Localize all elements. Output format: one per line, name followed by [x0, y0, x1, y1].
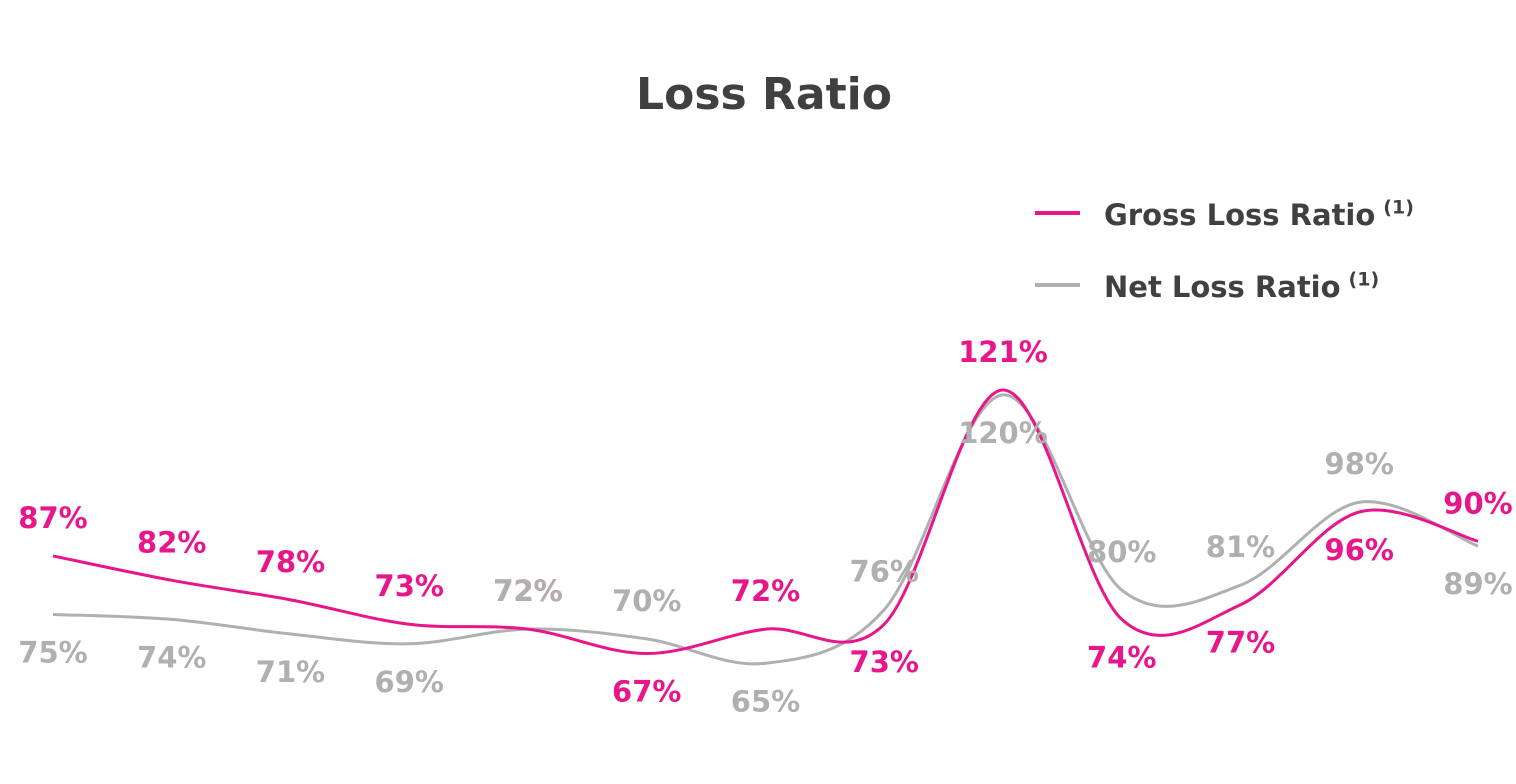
data-label: 67%: [612, 675, 681, 709]
legend-superscript: (1): [1349, 269, 1380, 291]
data-label: 82%: [137, 525, 206, 559]
data-label: 90%: [1443, 486, 1512, 520]
data-label: 98%: [1325, 447, 1394, 481]
data-label: 120%: [958, 416, 1048, 450]
series-line: [52, 388, 1479, 656]
data-label: 87%: [18, 501, 87, 535]
data-label: 121%: [958, 335, 1048, 369]
data-label: 69%: [375, 665, 444, 699]
data-label: 65%: [731, 684, 800, 718]
legend-label: Net Loss Ratio: [1104, 270, 1341, 304]
data-label: 74%: [1087, 640, 1156, 674]
data-label: 72%: [731, 574, 800, 608]
data-label: 89%: [1443, 567, 1512, 601]
legend-label: Gross Loss Ratio: [1104, 198, 1375, 232]
data-label: 70%: [612, 584, 681, 618]
plot: 87% 82% 78% 73% 72% 67% 72% 73% 121% 74% 77% 96% 90%…: [18, 335, 1512, 718]
data-label: 75%: [18, 635, 87, 669]
data-label: 81%: [1206, 530, 1275, 564]
series-line: [52, 393, 1479, 666]
data-label: 72%: [493, 574, 562, 608]
chart-title: Loss Ratio: [636, 69, 892, 120]
data-label: 76%: [850, 555, 919, 589]
data-label: 77%: [1206, 626, 1275, 660]
data-label: 73%: [375, 569, 444, 603]
data-label: 80%: [1087, 535, 1156, 569]
data-label: 73%: [850, 645, 919, 679]
data-label: 78%: [256, 545, 325, 579]
data-label: 96%: [1325, 533, 1394, 567]
data-label: 74%: [137, 640, 206, 674]
legend-superscript: (1): [1383, 197, 1414, 219]
data-label: 71%: [256, 655, 325, 689]
legend: Gross Loss Ratio (1) Net Loss Ratio (1): [1035, 197, 1414, 304]
data-label: 72%: [493, 574, 562, 608]
